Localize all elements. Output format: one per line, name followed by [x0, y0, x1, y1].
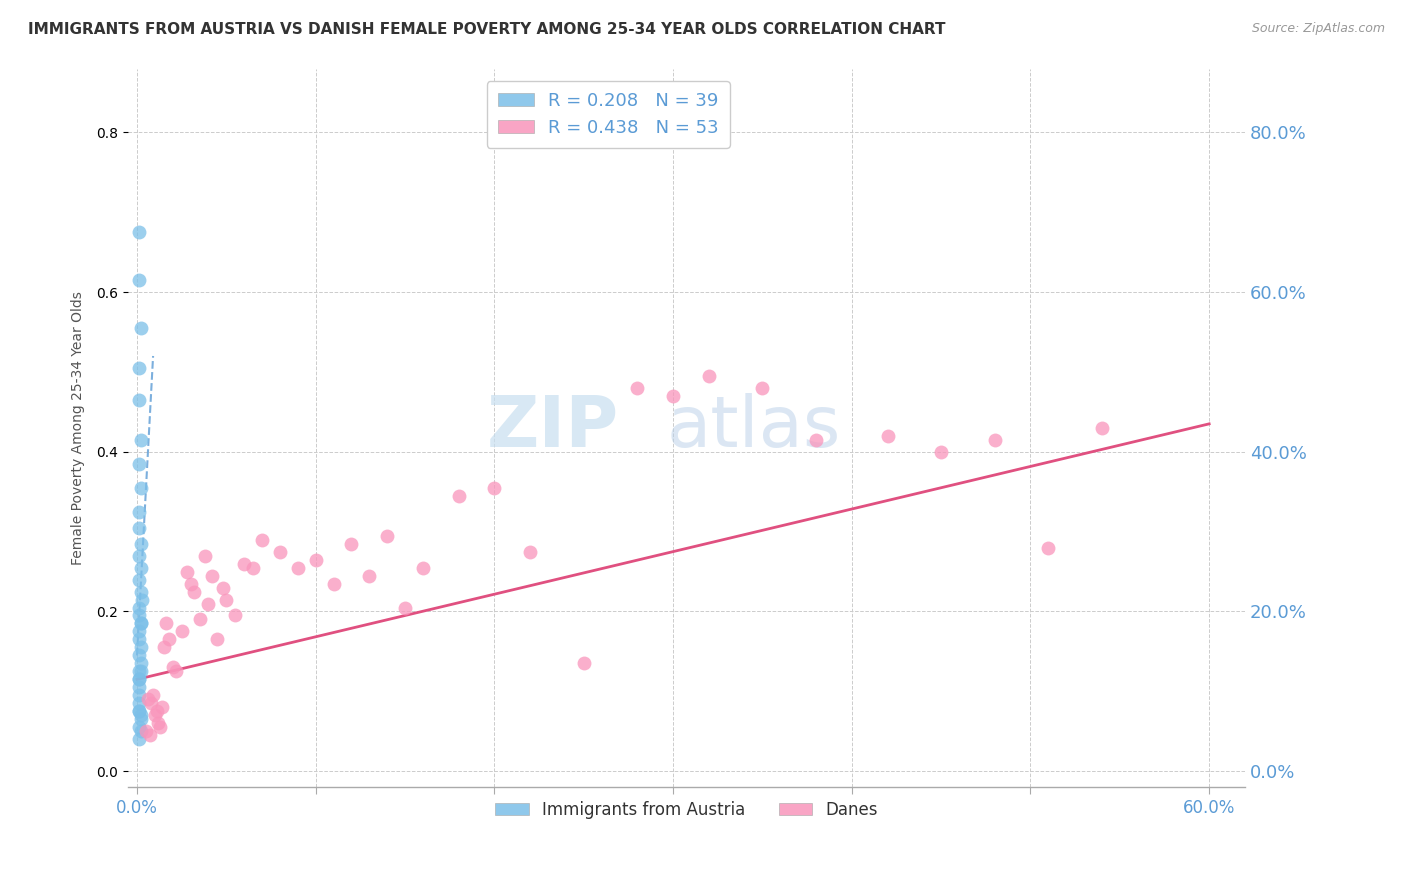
Point — [128, 632, 150, 647]
Text: IMMIGRANTS FROM AUSTRIA VS DANISH FEMALE POVERTY AMONG 25-34 YEAR OLDS CORRELATI: IMMIGRANTS FROM AUSTRIA VS DANISH FEMALE… — [28, 22, 946, 37]
Point — [876, 429, 898, 443]
Point — [359, 568, 381, 582]
Point — [128, 392, 150, 407]
Point — [983, 433, 1005, 447]
Point — [128, 505, 150, 519]
Point — [224, 608, 246, 623]
Point — [128, 689, 150, 703]
Point — [211, 581, 233, 595]
Point — [128, 696, 150, 710]
Point — [412, 560, 434, 574]
Point — [128, 704, 150, 718]
Point — [176, 565, 198, 579]
Point — [128, 648, 150, 663]
Point — [128, 600, 150, 615]
Point — [215, 592, 238, 607]
Point — [142, 689, 165, 703]
Point — [128, 665, 150, 679]
Point — [197, 597, 219, 611]
Point — [697, 368, 720, 383]
Point — [129, 640, 152, 655]
Point — [129, 481, 152, 495]
Point — [662, 389, 685, 403]
Point — [129, 712, 152, 726]
Point — [129, 665, 152, 679]
Point — [287, 560, 309, 574]
Point — [194, 549, 217, 563]
Point — [129, 433, 152, 447]
Point — [162, 660, 184, 674]
Point — [269, 544, 291, 558]
Point — [145, 704, 167, 718]
Y-axis label: Female Poverty Among 25-34 Year Olds: Female Poverty Among 25-34 Year Olds — [72, 291, 86, 565]
Point — [804, 433, 827, 447]
Point — [1038, 541, 1060, 555]
Point — [929, 445, 952, 459]
Point — [1091, 421, 1114, 435]
Point — [180, 576, 202, 591]
Point — [129, 616, 152, 631]
Point — [150, 700, 173, 714]
Point — [626, 381, 648, 395]
Point — [128, 573, 150, 587]
Point — [572, 657, 595, 671]
Point — [322, 576, 344, 591]
Point — [233, 557, 256, 571]
Point — [128, 549, 150, 563]
Point — [148, 716, 170, 731]
Point — [128, 673, 150, 687]
Point — [128, 673, 150, 687]
Point — [394, 600, 416, 615]
Point — [141, 696, 163, 710]
Point — [135, 724, 157, 739]
Point — [484, 481, 506, 495]
Point — [305, 552, 328, 566]
Point — [128, 624, 150, 639]
Point — [128, 720, 150, 734]
Point — [170, 624, 193, 639]
Point — [188, 612, 211, 626]
Point — [153, 640, 176, 655]
Point — [128, 273, 150, 287]
Point — [447, 489, 470, 503]
Point — [143, 708, 166, 723]
Point — [340, 536, 363, 550]
Point — [149, 720, 172, 734]
Point — [128, 361, 150, 376]
Point — [131, 592, 153, 607]
Point — [183, 584, 205, 599]
Point — [129, 536, 152, 550]
Point — [375, 528, 398, 542]
Point — [250, 533, 273, 547]
Point — [129, 708, 152, 723]
Point — [129, 584, 152, 599]
Point — [165, 665, 187, 679]
Point — [129, 321, 152, 335]
Text: ZIP: ZIP — [486, 393, 619, 462]
Point — [207, 632, 229, 647]
Point — [129, 616, 152, 631]
Point — [242, 560, 264, 574]
Point — [128, 457, 150, 471]
Point — [751, 381, 773, 395]
Point — [201, 568, 224, 582]
Point — [136, 692, 159, 706]
Point — [138, 728, 160, 742]
Point — [128, 608, 150, 623]
Point — [129, 560, 152, 574]
Text: atlas: atlas — [666, 393, 841, 462]
Point — [128, 732, 150, 747]
Point — [129, 724, 152, 739]
Point — [155, 616, 177, 631]
Point — [129, 657, 152, 671]
Point — [128, 225, 150, 239]
Point — [128, 704, 150, 718]
Point — [519, 544, 541, 558]
Point — [128, 681, 150, 695]
Point — [157, 632, 180, 647]
Text: Source: ZipAtlas.com: Source: ZipAtlas.com — [1251, 22, 1385, 36]
Point — [128, 521, 150, 535]
Legend: Immigrants from Austria, Danes: Immigrants from Austria, Danes — [489, 794, 884, 826]
